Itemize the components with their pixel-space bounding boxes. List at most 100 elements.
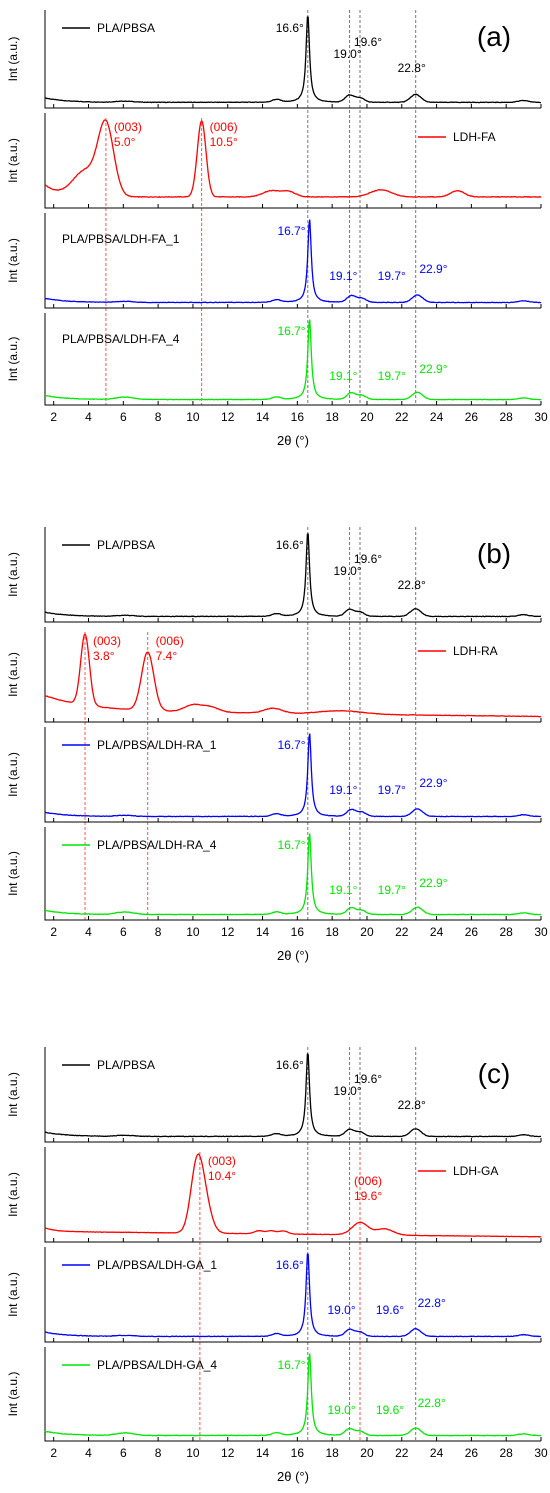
peak-label: 19.1° [329,269,357,283]
y-axis-label: Int (a.u.) [6,552,20,597]
x-tick-label: 12 [221,925,235,939]
x-tick-label: 4 [85,925,92,939]
x-tick-label: 26 [465,925,479,939]
series-line [44,1053,542,1138]
x-tick-label: 24 [430,925,444,939]
y-axis-label: Int (a.u.) [6,1072,20,1117]
x-tick-label: 10 [186,1446,200,1460]
series-line [44,1353,541,1437]
x-tick-label: 24 [430,410,444,424]
x-tick-label: 18 [325,925,339,939]
peak-label: 16.6° [276,538,304,552]
legend-entry: PLA/PBSA/LDH-RA_1 [97,738,217,752]
y-axis-label: Int (a.u.) [6,337,20,382]
peak-label: 19.6° [354,552,382,566]
peak-hkl-label: (003) [208,1154,236,1168]
peak-label: 19.7° [378,883,406,897]
y-axis-label: Int (a.u.) [6,1372,20,1417]
x-tick-label: 24 [430,1446,444,1460]
x-tick-label: 18 [325,410,339,424]
x-tick-label: 16 [291,1446,305,1460]
x-tick-label: 28 [500,1446,514,1460]
subplot-axes [44,113,541,209]
panel-label: (a) [477,21,511,52]
peak-label: 19.1° [329,783,357,797]
peak-label: 19.1° [329,369,357,383]
subplot-axes [44,1147,541,1243]
subplot-axes [44,313,541,406]
peak-label: 22.9° [419,876,447,890]
y-axis-label: Int (a.u.) [6,652,20,697]
y-axis-label: Int (a.u.) [6,1172,20,1217]
peak-hkl-label: (006) [354,1174,382,1188]
peak-label: 19.6° [354,1189,382,1203]
series-line [44,219,542,304]
peak-label: 19.6° [354,35,382,49]
peak-hkl-label: (003) [114,120,142,134]
legend-entry: PLA/PBSA/LDH-GA_4 [97,1358,217,1372]
peak-label: 19.7° [378,783,406,797]
peak-label: 22.8° [398,61,426,75]
peak-label: 22.8° [398,578,426,592]
series-line [44,533,541,618]
peak-label: 16.6° [276,1258,304,1272]
peak-label: 16.7° [277,224,305,238]
peak-label: 22.8° [418,1296,446,1310]
subplot-axes [44,1047,541,1143]
x-tick-label: 28 [500,410,514,424]
x-tick-label: 4 [85,1446,92,1460]
subplot-axes [44,727,541,823]
x-tick-label: 6 [120,925,127,939]
peak-label: 16.6° [276,1058,304,1072]
peak-label: 19.0° [333,564,361,578]
x-tick-label: 14 [256,925,270,939]
peak-label: 22.9° [419,262,447,276]
x-tick-label: 22 [395,1446,409,1460]
x-tick-label: 10 [186,925,200,939]
peak-label: 19.0° [327,1403,355,1417]
x-tick-label: 8 [155,410,162,424]
x-tick-label: 20 [360,410,374,424]
x-tick-label: 2 [50,1446,57,1460]
peak-label: 19.6° [376,1403,404,1417]
x-tick-label: 22 [395,925,409,939]
peak-label: 19.6° [354,1072,382,1086]
legend-entry: PLA/PBSA/LDH-FA_1 [62,232,180,246]
series-line [44,319,542,401]
peak-label: 7.4° [156,649,178,663]
legend-entry: PLA/PBSA/LDH-GA_1 [97,1258,217,1272]
x-tick-label: 20 [360,925,374,939]
x-tick-label: 18 [325,1446,339,1460]
series-line [44,1153,542,1238]
peak-label: 5.0° [114,135,136,149]
x-tick-label: 26 [465,410,479,424]
x-tick-label: 26 [465,1446,479,1460]
peak-label: 19.7° [378,269,406,283]
x-tick-label: 30 [534,410,548,424]
x-tick-label: 16 [291,410,305,424]
x-tick-label: 4 [85,410,92,424]
subplot-axes [44,527,541,623]
peak-hkl-label: (006) [210,120,238,134]
legend-entry: PLA/PBSA/LDH-FA_4 [62,332,180,346]
peak-label: 22.9° [419,776,447,790]
peak-hkl-label: (003) [93,634,121,648]
subplot-axes [44,213,541,309]
peak-label: 19.0° [327,1303,355,1317]
peak-label: 16.7° [277,838,305,852]
y-axis-label: Int (a.u.) [6,1272,20,1317]
series-line [44,16,541,104]
chart-panel-2: Int (a.u.) PLA/PBSA 16.6° 19.0°19.6° 22.8° In… [6,527,548,963]
peak-label: 19.6° [376,1303,404,1317]
y-axis-label: Int (a.u.) [6,851,20,896]
subplot-axes [44,627,541,723]
x-tick-label: 20 [360,1446,374,1460]
series-line [44,1253,542,1338]
panel-label: (b) [477,538,511,569]
x-tick-label: 12 [221,1446,235,1460]
peak-label: 19.0° [333,47,361,61]
legend-entry: PLA/PBSA/LDH-RA_4 [97,838,217,852]
legend-entry: LDH-RA [453,644,498,658]
series-line [44,633,542,718]
